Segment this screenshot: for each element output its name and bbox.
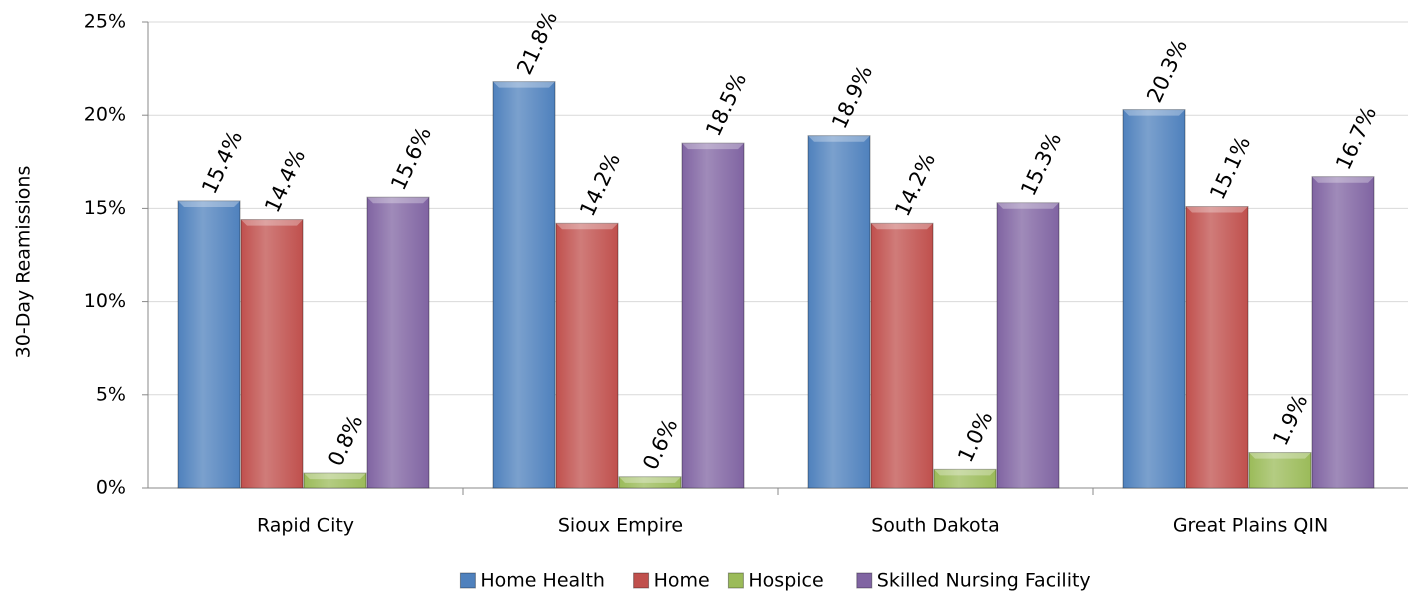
bar-bevel: [934, 469, 996, 476]
bar-shine: [1312, 176, 1374, 488]
bar-shine: [178, 200, 240, 488]
bar-shine: [367, 197, 429, 488]
bar-bevel: [1186, 206, 1248, 213]
legend-swatch: [633, 572, 650, 589]
data-label: 1.0%: [953, 408, 997, 467]
bar-shine: [871, 223, 933, 488]
bar-bevel: [304, 473, 366, 480]
bar-bevel: [1312, 176, 1374, 183]
bar-shine: [241, 219, 303, 489]
bar-shine: [304, 473, 366, 488]
y-tick-label: 5%: [96, 383, 126, 405]
bar-bevel: [808, 135, 870, 142]
bar-shine: [934, 469, 996, 488]
data-label: 16.7%: [1331, 103, 1381, 174]
bar-shine: [556, 223, 618, 488]
bar-shine: [1249, 452, 1311, 488]
bar-shine: [682, 143, 744, 488]
data-label: 20.3%: [1142, 36, 1192, 107]
data-label: 0.8%: [323, 411, 367, 470]
bar-shine: [997, 202, 1059, 489]
bar-bevel: [1123, 109, 1185, 116]
bar-shine: [619, 476, 681, 488]
data-label: 18.9%: [827, 62, 877, 133]
y-tick-label: 10%: [84, 290, 126, 312]
legend-label: Hospice: [748, 570, 823, 592]
legend-swatch: [459, 572, 476, 589]
data-label: 15.3%: [1016, 129, 1066, 200]
data-label: 14.4%: [260, 146, 310, 217]
legend-swatch: [856, 572, 873, 589]
x-tick-label: Sioux Empire: [558, 515, 683, 537]
bar-bevel: [619, 476, 681, 483]
y-axis-label: 30-Day Reamissions: [13, 166, 35, 359]
y-tick-label: 25%: [84, 11, 126, 33]
x-tick-label: Rapid City: [257, 515, 354, 537]
bar-bevel: [367, 197, 429, 204]
bar-shine: [808, 135, 870, 489]
data-label: 14.2%: [890, 149, 940, 220]
x-tick-label: Great Plains QIN: [1173, 515, 1328, 537]
data-label: 15.1%: [1205, 133, 1255, 204]
data-label: 15.4%: [197, 127, 247, 198]
y-tick-label: 0%: [96, 477, 126, 499]
bar-bevel: [871, 223, 933, 230]
data-label: 15.6%: [386, 123, 436, 194]
bar-bevel: [997, 202, 1059, 209]
data-label: 14.2%: [575, 149, 625, 220]
bar-bevel: [682, 143, 744, 150]
x-tick-label: South Dakota: [871, 515, 1000, 537]
bar-bevel: [493, 81, 555, 88]
bar-shine: [1186, 206, 1248, 488]
y-tick-label: 15%: [84, 197, 126, 219]
y-tick-label: 20%: [84, 104, 126, 126]
bar-shine: [493, 81, 555, 488]
bar-bevel: [241, 219, 303, 226]
data-label: 18.5%: [701, 69, 751, 140]
legend-label: Home Health: [480, 570, 605, 592]
legend-label: Home: [654, 570, 710, 592]
legend-label: Skilled Nursing Facility: [877, 570, 1091, 592]
bar-bevel: [556, 223, 618, 230]
data-label: 21.8%: [512, 8, 562, 79]
legend-swatch: [727, 572, 744, 589]
data-label: 1.9%: [1268, 391, 1312, 450]
bar-bevel: [178, 200, 240, 207]
data-label: 0.6%: [638, 415, 682, 474]
bar-shine: [1123, 109, 1185, 488]
bar-bevel: [1249, 452, 1311, 459]
